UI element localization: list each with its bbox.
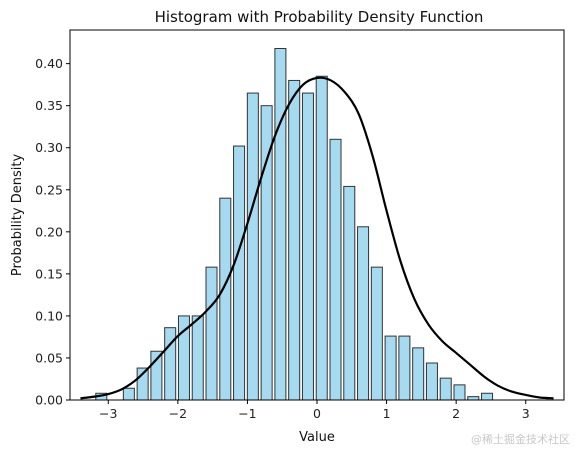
histogram-bar [288, 79, 301, 401]
y-tick-label: 0.05 [35, 350, 63, 365]
y-tick-label: 0.15 [35, 266, 63, 281]
histogram-bar [343, 185, 356, 401]
y-axis-label: Probability Density [10, 154, 25, 277]
histogram-bar [357, 226, 370, 401]
y-tick-label: 0.30 [35, 140, 63, 155]
y-axis-ticks: 0.00 0.05 0.10 0.15 0.20 0.25 0.30 0.35 0.40 [35, 56, 70, 408]
y-tick-label: 0.35 [35, 98, 63, 113]
histogram-bar [274, 48, 287, 401]
histogram-bar [122, 387, 135, 401]
histogram-bar [191, 315, 204, 401]
histogram-bar [205, 266, 218, 401]
histogram-bar [412, 347, 425, 401]
x-tick-label: 1 [383, 406, 391, 421]
curve-layer [80, 76, 554, 400]
histogram-bar [315, 75, 328, 401]
bars-layer [95, 48, 494, 401]
y-tick-label: 0.25 [35, 182, 63, 197]
histogram-bar [370, 266, 383, 401]
x-tick-label: −3 [99, 406, 117, 421]
x-axis-label: Value [299, 430, 335, 445]
y-tick-label: 0.40 [35, 56, 63, 71]
x-tick-label: 3 [522, 406, 530, 421]
x-tick-label: −2 [169, 406, 187, 421]
histogram-bar [398, 335, 411, 401]
y-tick-label: 0.20 [35, 224, 63, 239]
pdf-curve [80, 76, 554, 400]
histogram-bar [439, 377, 452, 401]
histogram-bar [329, 138, 342, 401]
histogram-bar [425, 362, 438, 401]
histogram-bar [384, 335, 397, 401]
histogram-bar [219, 197, 232, 401]
histogram-bar [481, 392, 494, 401]
histogram-bar [467, 396, 480, 401]
x-tick-label: 2 [452, 406, 460, 421]
histogram-bar [301, 92, 314, 401]
histogram-bar [453, 384, 466, 401]
histogram-bar [246, 92, 259, 401]
x-tick-label: −1 [238, 406, 256, 421]
watermark: @稀土掘金技术社区 [471, 433, 570, 446]
y-tick-label: 0.00 [35, 393, 63, 408]
x-axis-ticks: −3 −2 −1 0 1 2 3 [99, 400, 530, 421]
histogram-bar [233, 145, 246, 401]
y-tick-label: 0.10 [35, 308, 63, 323]
x-tick-label: 0 [313, 406, 321, 421]
chart-title: Histogram with Probability Density Funct… [155, 8, 484, 26]
